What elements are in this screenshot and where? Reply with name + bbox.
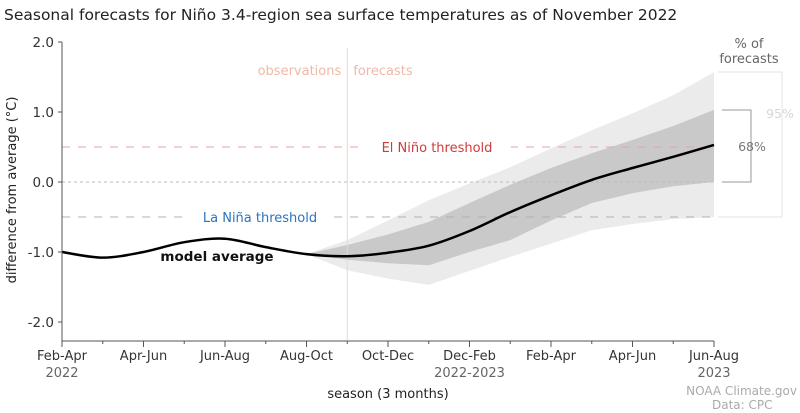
y-tick-label: 0.0 <box>33 175 54 191</box>
bracket-68 <box>722 109 752 183</box>
chart-title: Seasonal forecasts for Niño 3.4-region s… <box>4 6 677 24</box>
threshold-label-background <box>186 210 334 226</box>
x-axis-label: season (3 months) <box>327 387 448 402</box>
y-tick-label: 2.0 <box>33 35 54 51</box>
legend-title-line2: forecasts <box>719 52 779 67</box>
model-average-label: model average <box>160 249 273 265</box>
y-tick-label: -2.0 <box>28 315 54 331</box>
x-tick-label: Jun-Aug <box>688 349 739 364</box>
credit-data: Data: CPC <box>712 398 773 412</box>
axes: 2.0 1.0 0.0 -1.0 -2.0 Feb-Apr 2022 Apr-Jun Jun-A… <box>28 35 739 381</box>
x-tick-year-label: 2022-2023 <box>434 366 505 381</box>
y-tick-label: 1.0 <box>33 105 54 121</box>
forecasts-label: forecasts <box>353 64 413 79</box>
bracket-95 <box>718 71 783 218</box>
el-nino-threshold-label: El Niño threshold <box>382 141 493 156</box>
x-tick-label: Feb-Apr <box>526 349 577 364</box>
threshold-label-background <box>363 140 511 156</box>
y-tick-label: -1.0 <box>28 245 54 261</box>
credit-noaa: NOAA Climate.gov <box>686 384 797 398</box>
pct-95-label: 95% <box>766 106 794 121</box>
legend-title-line1: % of <box>734 37 763 52</box>
x-tick-label: Aug-Oct <box>280 349 333 364</box>
x-tick-label: Apr-Jun <box>609 349 656 364</box>
x-tick-label: Oct-Dec <box>362 349 414 364</box>
uncertainty-bands <box>306 72 714 285</box>
x-tick-label: Jun-Aug <box>199 349 250 364</box>
x-tick-year-label: 2023 <box>697 366 730 381</box>
y-axis-label: difference from average (°C) <box>5 97 20 284</box>
x-tick-label: Feb-Apr <box>37 349 88 364</box>
band-68pct <box>306 109 714 266</box>
observations-label: observations <box>258 64 342 79</box>
la-nina-threshold-label: La Niña threshold <box>203 211 317 226</box>
pct-68-label: 68% <box>738 139 766 154</box>
x-tick-label: Dec-Feb <box>443 349 496 364</box>
x-tick-year-label: 2022 <box>45 366 78 381</box>
x-tick-label: Apr-Jun <box>120 349 167 364</box>
